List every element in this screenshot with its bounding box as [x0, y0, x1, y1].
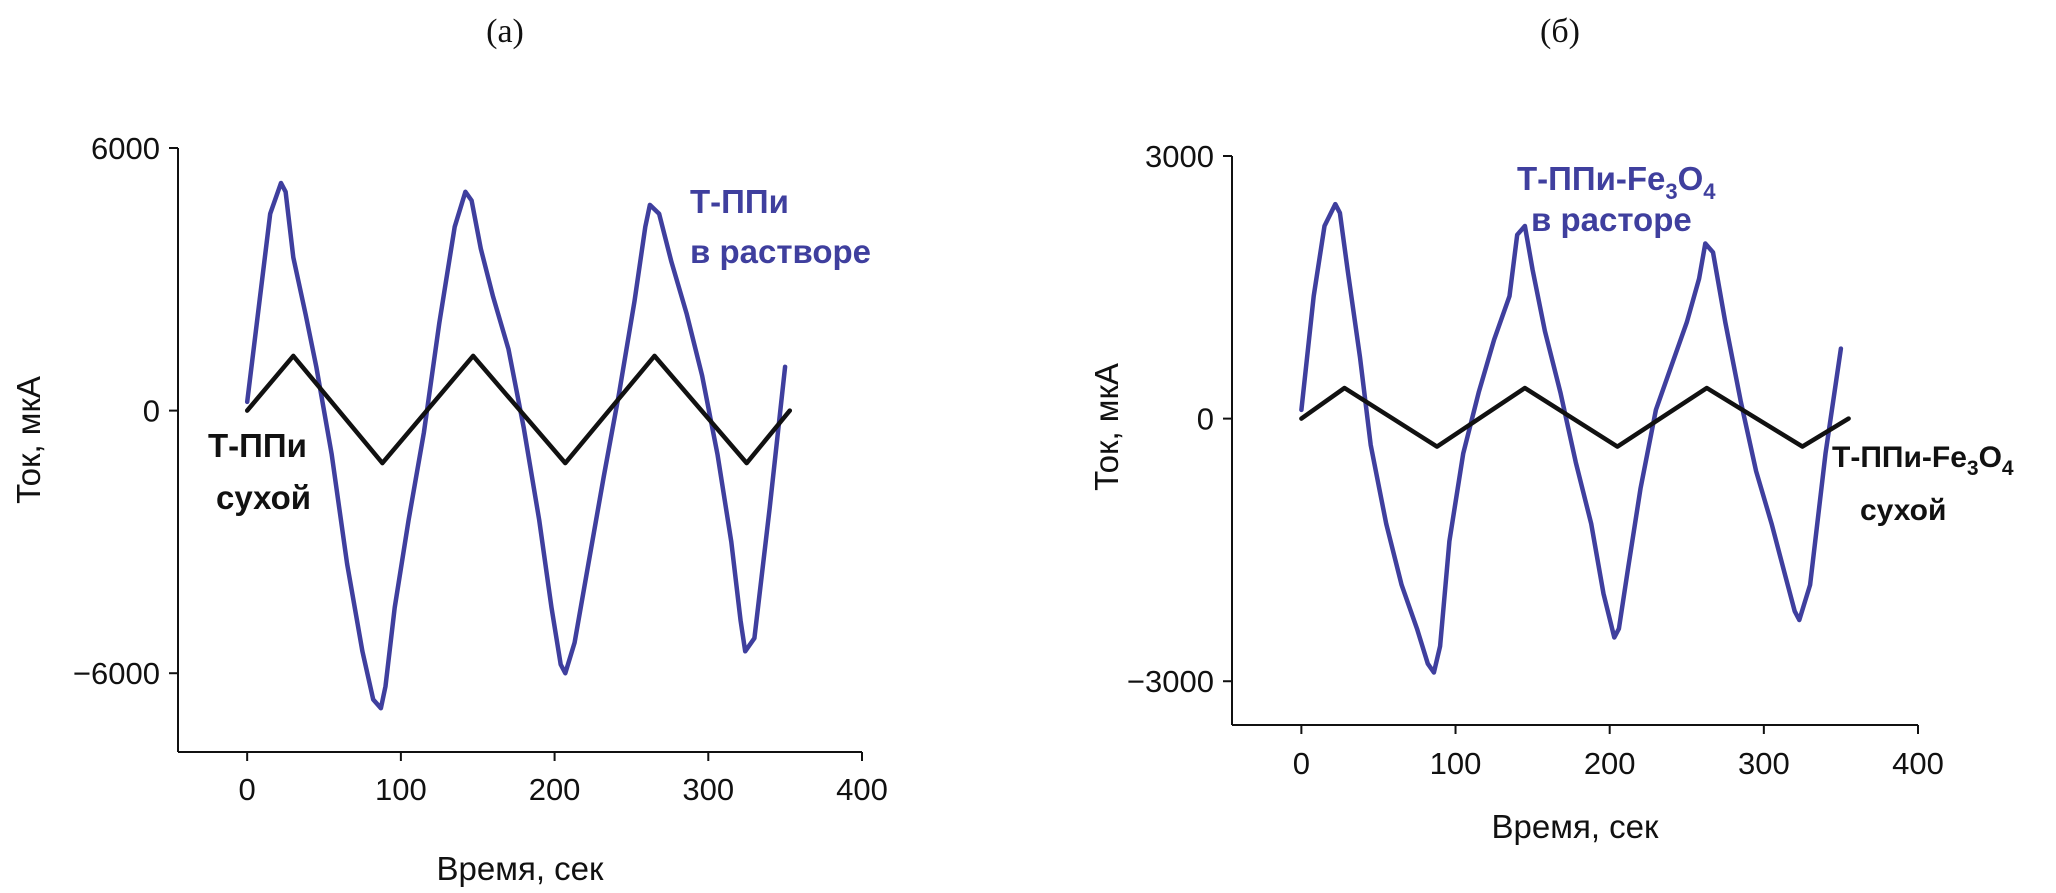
- panel-b-x-tick-label: 400: [1892, 746, 1944, 781]
- panel-b-annotation-dry-sub2: 4: [2002, 457, 2014, 480]
- panel-b-annotation-dry-line2: сухой: [1860, 494, 1946, 527]
- panel-b-annotation-solution-mid: O: [1678, 160, 1704, 197]
- panel-b-axes: 0 100 200 300 400 3000 0 −3000: [1127, 139, 1944, 781]
- panel-b-x-tick-label: 100: [1430, 746, 1482, 781]
- panel-a-y-axis-title: Ток, мкА: [10, 376, 47, 504]
- panel-b-series-dry-line: [1299, 385, 1851, 449]
- panel-a-annotation-dry-line1: Т-ППи: [208, 427, 307, 464]
- panel-a-x-tick-label: 200: [529, 772, 581, 807]
- panel-a-annotation-dry-line2: сухой: [216, 479, 311, 516]
- panel-a-series-dry-line: [244, 353, 793, 466]
- panel-b-x-tick-label: 0: [1293, 746, 1310, 781]
- panel-b-annotation-solution-line2: в расторе: [1531, 201, 1692, 238]
- panel-b-annotation-solution-sub1: 3: [1665, 179, 1677, 204]
- panel-b-series: [1299, 201, 1851, 675]
- panel-b-x-tick-label: 300: [1738, 746, 1790, 781]
- panel-a-axes: 0 100 200 300 400 6000 0 −6000: [73, 131, 888, 807]
- panel-b-annotation-dry-line1: Т-ППи-Fe3O4: [1832, 441, 2014, 480]
- panel-b-annotation-dry-text: Т-ППи-Fe: [1832, 441, 1967, 474]
- panel-b-x-axis-title: Время, сек: [1492, 808, 1659, 845]
- panel-a-x-tick-label: 0: [239, 772, 256, 807]
- panel-b-series-solution-line: [1299, 201, 1844, 675]
- panel-a-series: [244, 180, 793, 711]
- panel-a-annotation-dry: Т-ППи сухой: [208, 427, 311, 516]
- panel-a-y-tick-label: 6000: [91, 131, 160, 166]
- panel-a-series-solution-line: [244, 180, 788, 711]
- panel-a-x-tick-label: 400: [836, 772, 888, 807]
- panel-a-annotation-solution: Т-ППи в растворе: [690, 183, 871, 270]
- panel-a-x-axis-title: Время, сек: [437, 850, 604, 887]
- panel-b-annotation-solution-line1: Т-ППи-Fe3O4: [1517, 160, 1716, 204]
- panel-b-y-tick-label: −3000: [1127, 664, 1214, 699]
- panel-b-y-tick-label: 3000: [1145, 139, 1214, 174]
- panel-b-annotation-solution: Т-ППи-Fe3O4 в расторе: [1517, 160, 1716, 238]
- panel-a-x-tick-label: 100: [375, 772, 427, 807]
- panel-b: (б) 0 100 200 300 400 3000 0 −3000 Время, сек Т…: [1088, 13, 2014, 845]
- panel-a-annotation-solution-line1: Т-ППи: [690, 183, 789, 220]
- panel-a-y-tick-label: −6000: [73, 656, 160, 691]
- panel-a-annotation-solution-line2: в растворе: [690, 233, 871, 270]
- panel-b-label: (б): [1540, 13, 1580, 50]
- panel-b-annotation-dry: Т-ППи-Fe3O4 сухой: [1832, 441, 2014, 527]
- panel-b-annotation-dry-mid: O: [1979, 441, 2002, 474]
- panel-b-annotation-dry-sub1: 3: [1967, 457, 1979, 480]
- panel-b-y-axis-title: Ток, мкА: [1088, 363, 1125, 491]
- panel-a-y-tick-label: 0: [143, 394, 160, 429]
- panel-b-annotation-solution-text: Т-ППи-Fe: [1517, 160, 1665, 197]
- panel-b-x-tick-label: 200: [1584, 746, 1636, 781]
- panel-a-label: (а): [486, 13, 524, 50]
- panel-b-y-tick-label: 0: [1197, 402, 1214, 437]
- panel-a-x-tick-label: 300: [682, 772, 734, 807]
- panel-a: (а) 0 100 200 300 400 6000 0 −6000 Время, сек Т…: [10, 13, 888, 887]
- panel-b-annotation-solution-sub2: 4: [1703, 179, 1716, 204]
